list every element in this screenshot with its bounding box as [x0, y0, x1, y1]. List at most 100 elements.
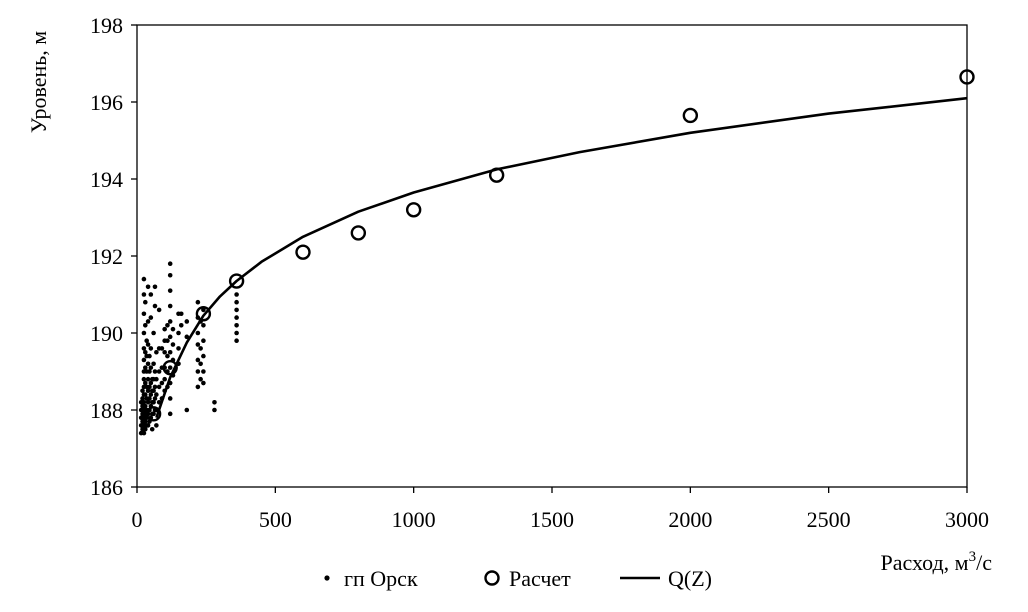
- scatter-point: [148, 392, 154, 397]
- scatter-point: [167, 334, 173, 340]
- scatter-point: [145, 361, 151, 367]
- scatter-point: [234, 330, 239, 336]
- scatter-point: [145, 284, 151, 290]
- scatter-point: [156, 307, 162, 313]
- scatter-point: [201, 380, 206, 386]
- x-axis-title-superscript: 3: [969, 549, 977, 565]
- scatter-point: [145, 319, 151, 324]
- scatter-point: [234, 307, 239, 313]
- x-axis-title: Расход, м3/с: [880, 549, 992, 575]
- x-axis-title-tail: /с: [976, 550, 992, 575]
- scatter-point: [201, 338, 206, 344]
- scatter-point: [148, 346, 154, 351]
- scatter-point: [143, 365, 148, 370]
- scatter-point: [170, 326, 176, 332]
- scatter-point: [176, 330, 181, 336]
- scatter-point: [151, 388, 156, 394]
- scatter-point: [156, 384, 162, 390]
- scatter-point: [234, 299, 239, 305]
- x-tick-label: 0: [132, 507, 143, 532]
- calc-point: [959, 69, 975, 85]
- scatter-point: [151, 330, 156, 336]
- scatter-point: [178, 323, 184, 328]
- scatter-point: [201, 369, 206, 374]
- scatter-point: [154, 392, 159, 397]
- scatter-point: [143, 323, 148, 328]
- y-tick-label: 192: [90, 244, 123, 269]
- y-tick-label: 188: [90, 398, 123, 423]
- scatter-point: [195, 384, 201, 390]
- scatter-point: [143, 392, 148, 397]
- scatter-point: [195, 330, 201, 336]
- scatter-point: [162, 326, 167, 332]
- scatter-point: [148, 380, 154, 386]
- scatter-point: [184, 407, 190, 413]
- scatter-point: [178, 311, 184, 317]
- legend-label-dots: гп Орск: [344, 566, 418, 591]
- scatter-point: [159, 346, 165, 351]
- x-tick-label: 1500: [530, 507, 574, 532]
- scatter-point: [141, 357, 147, 363]
- scatter-point: [141, 276, 147, 282]
- scatter-point: [212, 407, 217, 413]
- legend-label-circles: Расчет: [509, 566, 571, 591]
- scatter-point: [184, 334, 190, 340]
- scatter-point: [184, 319, 190, 324]
- scatter-point: [154, 376, 159, 382]
- scatter-point: [198, 361, 203, 367]
- scatter-point: [167, 272, 173, 278]
- scatter-point: [156, 369, 162, 374]
- calc-point: [145, 406, 162, 422]
- scatter-point: [152, 303, 158, 309]
- scatter-point: [234, 323, 239, 328]
- scatter-point: [167, 396, 173, 401]
- scatter-point: [198, 376, 203, 382]
- scatter-point: [167, 319, 173, 324]
- scatter-point: [147, 396, 152, 401]
- legend-label-line: Q(Z): [668, 566, 712, 591]
- calc-point: [195, 306, 212, 322]
- scatter-point: [195, 357, 201, 363]
- x-tick-label: 3000: [945, 507, 989, 532]
- scatter-point: [201, 353, 206, 359]
- scatter-point: [152, 284, 158, 290]
- x-ticks: 0 500 1000 1500 2000 2500 3000: [132, 487, 989, 532]
- scatter-point: [198, 346, 203, 351]
- scatter-point: [140, 388, 145, 394]
- scatter-point: [167, 411, 173, 417]
- scatter-point: [165, 323, 170, 328]
- scatter-point: [162, 349, 167, 355]
- scatter-point: [234, 292, 239, 297]
- scatter-point: [201, 323, 206, 328]
- scatter-point: [152, 396, 158, 401]
- scatter-point: [176, 346, 181, 351]
- scatter-point: [145, 423, 151, 428]
- scatter-point: [154, 349, 159, 355]
- series-line-group: [155, 96, 968, 419]
- scatter-point: [140, 396, 145, 401]
- scatter-point: [234, 315, 239, 320]
- scatter-point: [201, 307, 206, 313]
- y-tick-label: 196: [90, 90, 123, 115]
- scatter-point: [234, 338, 239, 344]
- y-ticks: 186 188 190 192 194 196 198: [90, 13, 137, 500]
- calc-point: [350, 225, 367, 241]
- scatter-point: [167, 261, 173, 267]
- scatter-point: [147, 384, 152, 390]
- scatter-point: [143, 349, 148, 355]
- scatter-point: [152, 384, 158, 390]
- scatter-point: [149, 426, 155, 432]
- scatter-point: [141, 376, 147, 382]
- x-tick-label: 1000: [392, 507, 436, 532]
- x-axis-title-main: Расход, м: [880, 550, 968, 575]
- scatter-point: [141, 346, 147, 351]
- scatter-point: [195, 342, 201, 347]
- legend-marker-dots: [324, 575, 330, 581]
- scatter-point: [141, 292, 147, 297]
- legend: гп Орск Расчет Q(Z): [324, 566, 712, 591]
- scatter-point: [167, 303, 173, 309]
- calc-point: [228, 273, 245, 289]
- y-tick-label: 194: [90, 167, 123, 192]
- y-tick-label: 190: [90, 321, 123, 346]
